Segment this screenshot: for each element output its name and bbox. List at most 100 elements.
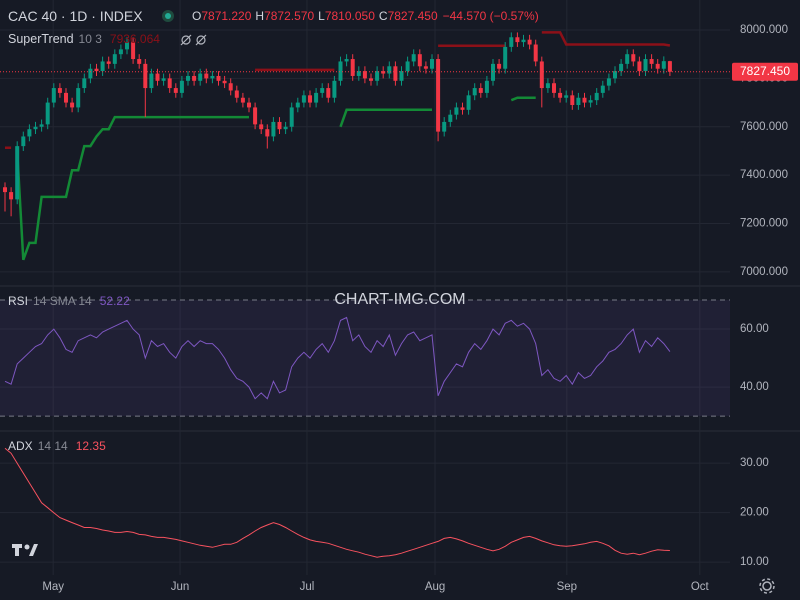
candle-body xyxy=(667,61,672,72)
candle-body xyxy=(545,83,550,89)
y-tick-label: 7200.000 xyxy=(740,218,788,230)
candle-body xyxy=(33,126,38,130)
candle-body xyxy=(448,114,453,122)
x-tick-label: May xyxy=(42,581,64,593)
legend-item: RSI xyxy=(8,294,28,308)
candle-body xyxy=(362,71,367,79)
candle-body xyxy=(637,61,642,72)
candle-body xyxy=(484,80,489,93)
visibility-icon[interactable] xyxy=(180,34,207,46)
candle-body xyxy=(399,71,404,81)
y-tick-label: 10.00 xyxy=(740,556,769,568)
candle-body xyxy=(143,63,148,89)
y-tick-label: 30.00 xyxy=(740,457,769,469)
legend-item: 7871.220 xyxy=(201,9,251,23)
candle-body xyxy=(521,39,526,43)
candle-body xyxy=(137,59,142,64)
indicator-line xyxy=(4,316,671,400)
candle-body xyxy=(582,97,587,103)
candle-body xyxy=(167,78,172,89)
candle-body xyxy=(70,102,75,108)
candle-body xyxy=(491,63,495,81)
candle-body xyxy=(94,68,99,72)
legend-item: 7810.050 xyxy=(325,9,375,23)
legend: O7871.220 H7872.570 L7810.050 C7827.450 −44.… xyxy=(192,9,539,23)
candle-body xyxy=(15,146,20,200)
candle-body xyxy=(45,102,50,125)
candle-body xyxy=(405,61,410,72)
candle-body xyxy=(515,37,520,43)
legend-item: O xyxy=(192,9,201,23)
candle-body xyxy=(228,83,233,91)
candle-body xyxy=(472,88,477,96)
y-tick-label: 60.00 xyxy=(740,323,769,335)
candle-body xyxy=(247,102,251,108)
candle-body xyxy=(314,92,319,103)
candle-body xyxy=(594,92,599,101)
legend-item: 14 SMA 14 xyxy=(33,294,92,308)
candle-body xyxy=(259,124,264,130)
candle-body xyxy=(100,61,105,72)
candle-body xyxy=(558,92,563,98)
candle-body xyxy=(649,59,654,64)
y-tick-label: 8000.000 xyxy=(740,24,788,36)
candle-body xyxy=(106,61,111,64)
candle-body xyxy=(9,192,14,200)
candle-body xyxy=(588,100,593,103)
candle-body xyxy=(661,61,666,69)
candle-body xyxy=(503,46,508,69)
legend: ADX 14 14 12.35 xyxy=(8,439,106,453)
candle-body xyxy=(82,78,87,89)
candle-body xyxy=(39,124,44,127)
settings-icon[interactable] xyxy=(759,578,775,594)
candle-body xyxy=(161,78,166,81)
candle-body xyxy=(600,85,605,93)
candle-body xyxy=(576,97,581,105)
candle-body xyxy=(283,126,288,130)
candle-body xyxy=(606,78,611,86)
candle-body xyxy=(423,66,428,69)
candle-body xyxy=(88,68,93,79)
indicator-line xyxy=(4,447,670,558)
marks xyxy=(0,31,730,558)
legend-item: L xyxy=(318,9,325,23)
candle-body xyxy=(155,73,160,81)
candle-body xyxy=(326,88,331,98)
grid xyxy=(0,0,730,575)
candle-body xyxy=(466,95,471,110)
candle-body xyxy=(332,80,337,98)
candle-body xyxy=(301,95,306,103)
candle-body xyxy=(295,102,300,108)
candle-body xyxy=(454,107,459,115)
x-tick-label: Aug xyxy=(425,581,445,593)
candle-body xyxy=(253,107,258,125)
candle-body xyxy=(369,78,373,81)
y-tick-label: 7600.000 xyxy=(740,121,788,133)
legend-item: 7872.570 xyxy=(264,9,314,23)
legend-item: H xyxy=(255,9,264,23)
legend-item: C xyxy=(379,9,388,23)
candle-body xyxy=(240,97,245,103)
candle-body xyxy=(210,75,215,79)
legend: CAC 40 · 1D · INDEX xyxy=(8,8,143,24)
candle-body xyxy=(57,88,62,93)
candle-body xyxy=(442,121,447,132)
legend-item: 14 14 xyxy=(38,439,68,453)
candle-body xyxy=(131,42,136,60)
legend-item: 10 3 xyxy=(79,32,103,46)
last-price-label: 7827.450 xyxy=(740,64,790,78)
labels: 7000.0007200.0007400.0007600.0007800.000… xyxy=(8,8,798,593)
candle-body xyxy=(387,66,392,74)
supertrend-line xyxy=(15,96,536,261)
candle-body xyxy=(271,121,276,137)
candle-body xyxy=(234,90,239,98)
candle-body xyxy=(51,88,56,103)
candle-body xyxy=(533,44,538,62)
legend-item: CAC 40 · 1D · INDEX xyxy=(8,8,143,24)
candle-body xyxy=(356,71,361,76)
candle-body xyxy=(417,54,422,67)
candle-body xyxy=(3,187,7,193)
candle-body xyxy=(527,39,532,45)
candle-body xyxy=(125,42,129,50)
candle-body xyxy=(564,95,569,98)
